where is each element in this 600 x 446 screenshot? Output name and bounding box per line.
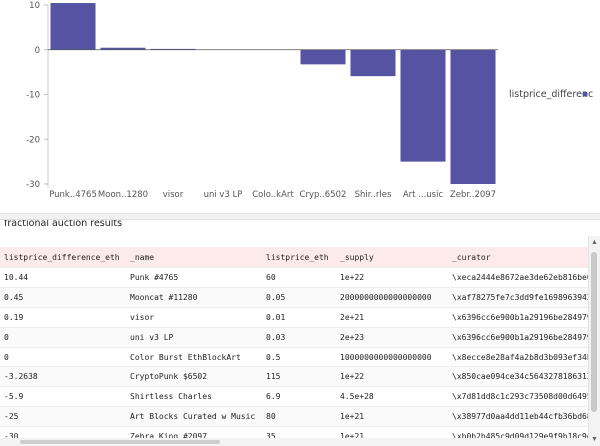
table-row[interactable]: -25 Art Blocks Curated w Music 80 1e+21 \x38… <box>0 406 588 427</box>
table-cell: \x38977d0aa4dd11eb44cfb36bd68 <box>448 406 588 427</box>
table-cell: Art Blocks Curated w Music <box>126 406 262 427</box>
table-cell: Punk #4765 <box>126 267 262 288</box>
y-tick-label: 10 <box>29 1 40 11</box>
bar <box>150 48 196 50</box>
legend-label: listprice_differenc <box>509 89 593 100</box>
x-tick-label: uni v3 LP <box>204 190 243 200</box>
table-row[interactable]: 0.19 visor 0.01 2e+21 \x6396cc6e900b1a29196b… <box>0 306 588 328</box>
y-tick-label: -30 <box>26 180 40 190</box>
table-cell: CryptoPunk $6502 <box>126 366 262 387</box>
horizontal-scrollbar[interactable] <box>0 438 590 446</box>
chart-panel: 10 0 -10 -20 -30 Punk..4765 Moon..1280 visor uni… <box>0 0 600 213</box>
table-cell: -3.2638 <box>0 366 126 387</box>
table-cell: 1e+22 <box>336 366 448 387</box>
table-cell: 2e+23 <box>336 326 448 348</box>
column-header[interactable]: _curator <box>452 252 491 262</box>
table-cell: Mooncat #11280 <box>126 286 262 308</box>
table-row[interactable]: -3.2638 CryptoPunk $6502 115 1e+22 \x850cae0… <box>0 366 588 387</box>
bar-chart: 10 0 -10 -20 -30 Punk..4765 Moon..1280 visor uni… <box>26 1 593 200</box>
table-cell: 1000000000000000000 <box>336 346 448 367</box>
table-cell: 0.01 <box>262 306 336 328</box>
table-cell: 0 <box>0 346 126 367</box>
table-cell: 60 <box>262 267 336 288</box>
table-header-row: listprice_difference_eth _name listprice… <box>0 247 588 268</box>
x-tick-label: Art ...usic <box>403 190 444 200</box>
table-cell: \xeca2444e8672ae3de62eb816be0 <box>448 267 588 288</box>
table-cell: 80 <box>262 406 336 427</box>
table-cell: \x850cae094ce34c5643278186312 <box>448 366 588 387</box>
table-row[interactable]: 0 Color Burst EthBlockArt 0.5 1000000000000… <box>0 346 588 367</box>
bar <box>300 49 346 65</box>
bar <box>400 49 446 162</box>
bar <box>100 47 146 50</box>
table-cell: 6.9 <box>262 386 336 407</box>
y-tick-label: 0 <box>35 46 40 56</box>
table-cell: 0.19 <box>0 306 126 328</box>
table-cell: 2000000000000000000 <box>336 286 448 308</box>
table-cell: 4.5e+28 <box>336 386 448 407</box>
table-row[interactable]: 0.45 Mooncat #11280 0.05 200000000000000000… <box>0 286 588 308</box>
table-row[interactable]: 0 uni v3 LP 0.03 2e+23 \x6396cc6e900b1a29196… <box>0 326 588 348</box>
column-header[interactable]: listprice_eth <box>266 252 329 262</box>
table-cell: \x6396cc6e900b1a29196be284979 <box>448 326 588 348</box>
table-cell: 0.03 <box>262 326 336 348</box>
table-cell: 0.05 <box>262 286 336 308</box>
table-cell: \x8ecce8e28af4a2b8d3b093ef34b <box>448 346 588 367</box>
y-tick-label: -10 <box>26 91 40 101</box>
x-tick-label: Colo..kArt <box>252 190 294 200</box>
table-cell: 0.5 <box>262 346 336 367</box>
table-header-background <box>0 247 588 267</box>
table-cell: uni v3 LP <box>126 326 262 348</box>
table-cell: 0.45 <box>0 286 126 308</box>
x-tick-label: Shir..rles <box>355 190 392 200</box>
x-tick-label: Punk..4765 <box>49 190 97 200</box>
bar <box>350 49 396 77</box>
table-cell: \x7d81dd8c1c293c73508d00d6495 <box>448 386 588 407</box>
table-cell: 10.44 <box>0 267 126 288</box>
table-cell: -25 <box>0 406 126 427</box>
bar <box>450 49 496 184</box>
scroll-down-icon[interactable]: ▼ <box>591 436 598 443</box>
table-cell: Shirtless Charles <box>126 386 262 407</box>
x-tick-label: Moon..1280 <box>98 190 148 200</box>
table-panel: fractional auction results listprice_dif… <box>0 220 600 446</box>
legend-marker <box>582 91 588 97</box>
table-cell: 0 <box>0 326 126 348</box>
column-header[interactable]: _name <box>130 252 155 262</box>
panel-divider[interactable] <box>0 213 600 220</box>
table-cell: Color Burst EthBlockArt <box>126 346 262 367</box>
table-cell: -5.9 <box>0 386 126 407</box>
table-cell: \xaf78275fe7c3dd9fe1698963942 <box>448 286 588 308</box>
bar <box>50 3 96 50</box>
scrollbar-thumb[interactable] <box>20 440 220 444</box>
x-tick-label: Zebr..2097 <box>450 190 496 200</box>
x-tick-label: Cryp..6502 <box>300 190 347 200</box>
column-header[interactable]: _supply <box>340 252 374 262</box>
results-table: listprice_difference_eth _name listprice… <box>0 247 588 446</box>
column-header[interactable]: listprice_difference_eth <box>4 252 120 262</box>
table-cell: 1e+21 <box>336 406 448 427</box>
table-cell: visor <box>126 306 262 328</box>
table-row[interactable]: -5.9 Shirtless Charles 6.9 4.5e+28 \x7d81dd8… <box>0 386 588 407</box>
table-row[interactable]: 10.44 Punk #4765 60 1e+22 \xeca2444e8672ae3d… <box>0 267 588 288</box>
table-cell: 1e+22 <box>336 267 448 288</box>
y-tick-label: -20 <box>26 135 40 145</box>
x-tick-label: visor <box>163 190 184 200</box>
vertical-scrollbar[interactable]: ▲ ▼ <box>588 236 600 446</box>
scroll-up-icon[interactable]: ▲ <box>591 239 598 246</box>
table-title: fractional auction results <box>4 220 123 229</box>
table-cell: \x6396cc6e900b1a29196be284979 <box>448 306 588 328</box>
scrollbar-thumb[interactable] <box>591 252 597 412</box>
table-cell: 2e+21 <box>336 306 448 328</box>
table-cell: 115 <box>262 366 336 387</box>
